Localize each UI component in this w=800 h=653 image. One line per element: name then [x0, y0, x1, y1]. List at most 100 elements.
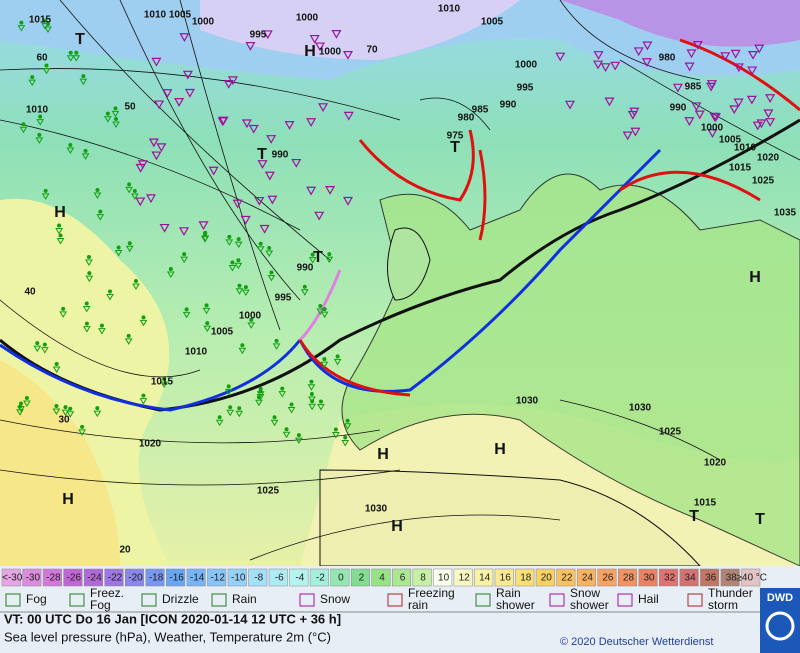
- rain-shower: [87, 271, 92, 276]
- rain-shower: [52, 366, 61, 374]
- color-label: -10: [231, 573, 246, 584]
- color-label: <-30: [2, 573, 23, 584]
- snow-shower: [633, 47, 644, 57]
- warm-front: [358, 129, 475, 202]
- snow-shower: [232, 199, 243, 209]
- rain-shower: [237, 406, 242, 411]
- rain-shower: [83, 326, 91, 333]
- rain-shower: [234, 241, 243, 249]
- map-label: 1010: [734, 143, 757, 154]
- rain-shower: [54, 362, 59, 367]
- rain-shower: [184, 307, 189, 312]
- rain-shower: [93, 410, 102, 418]
- rain-shower: [80, 424, 85, 429]
- rain-shower: [18, 401, 23, 406]
- rain-shower: [308, 396, 316, 404]
- rain-shower: [265, 250, 274, 257]
- color-label: -2: [316, 573, 325, 584]
- color-label: 12: [459, 573, 471, 584]
- pressure-center: T: [313, 249, 323, 266]
- map-label: 1010: [438, 4, 461, 15]
- snow-shower: [709, 112, 720, 122]
- map-label: 1035: [774, 208, 797, 219]
- land: [341, 173, 800, 567]
- rain-shower: [66, 411, 75, 418]
- color-label: -24: [87, 573, 102, 584]
- legend-label: Freezing: [408, 586, 455, 600]
- warm-front: [619, 38, 800, 202]
- rain-shower: [255, 399, 263, 407]
- snow-shower: [564, 100, 576, 110]
- rain-shower: [287, 406, 296, 414]
- snow-shower: [630, 127, 641, 137]
- pressure-center: H: [494, 441, 506, 458]
- map-label: 995: [275, 293, 292, 304]
- rain-shower: [235, 410, 244, 418]
- legend-icon: [549, 593, 565, 607]
- snow-shower: [257, 160, 268, 169]
- rain-shower: [41, 23, 49, 30]
- color-label: 4: [379, 573, 385, 584]
- rain-shower: [79, 78, 88, 86]
- rain-shower: [317, 404, 325, 411]
- map-label: 1000: [239, 311, 262, 322]
- rain-shower: [63, 405, 68, 410]
- color-cell: [350, 568, 370, 587]
- snow-shower: [720, 52, 731, 62]
- snow-shower: [642, 41, 653, 51]
- map-label: 980: [458, 113, 475, 124]
- rain-shower: [289, 402, 294, 407]
- color-cell: [556, 568, 576, 587]
- map-label: 1025: [752, 176, 775, 187]
- color-label: -16: [169, 573, 184, 584]
- snow-shower: [343, 111, 354, 121]
- rain-shower: [61, 409, 70, 417]
- map-label: 50: [124, 102, 136, 113]
- snow-shower: [733, 98, 744, 108]
- color-label: ≥40 °C: [736, 573, 767, 584]
- map-label: 30: [58, 415, 70, 426]
- rain-shower: [45, 21, 50, 26]
- legend-icon: [687, 593, 703, 607]
- rain-shower: [139, 319, 148, 327]
- color-cell: [700, 568, 720, 587]
- color-label: -26: [67, 573, 82, 584]
- legend-label: rain: [408, 598, 428, 612]
- snow-shower: [747, 66, 758, 76]
- rain-shower: [166, 271, 175, 278]
- color-label: -8: [254, 573, 263, 584]
- map-label: 990: [500, 100, 517, 111]
- rain-shower: [98, 328, 106, 335]
- rain-shower: [345, 418, 350, 423]
- color-label: -22: [108, 573, 123, 584]
- map-label: 1005: [481, 17, 504, 28]
- rain-shower: [258, 241, 263, 246]
- snow-shower: [342, 196, 354, 206]
- snow-shower: [733, 63, 744, 73]
- color-label: -30: [26, 573, 41, 584]
- rain-shower: [182, 311, 191, 319]
- map-label: 995: [250, 30, 267, 41]
- rain-shower: [66, 55, 75, 62]
- rain-shower: [68, 143, 73, 148]
- color-cell: [659, 568, 679, 587]
- snow-shower: [218, 116, 229, 126]
- map-label: 1010: [185, 347, 208, 358]
- color-cell: [741, 568, 761, 587]
- color-cell: [494, 568, 514, 587]
- legend-label: Fog: [90, 598, 111, 612]
- rain-shower: [227, 234, 232, 239]
- rain-shower: [228, 405, 233, 410]
- color-cell: [576, 568, 596, 587]
- weather-symbols: [16, 18, 776, 447]
- snow-shower: [318, 103, 329, 113]
- map-label: 1000: [701, 123, 724, 134]
- rain-shower: [124, 338, 133, 345]
- snow-shower: [331, 29, 342, 39]
- map-label: 1000: [296, 13, 319, 24]
- rain-shower: [84, 321, 89, 326]
- rain-shower: [130, 193, 139, 200]
- map-label: 40: [24, 287, 36, 298]
- cold-region: [560, 0, 800, 47]
- color-cell: [392, 568, 412, 587]
